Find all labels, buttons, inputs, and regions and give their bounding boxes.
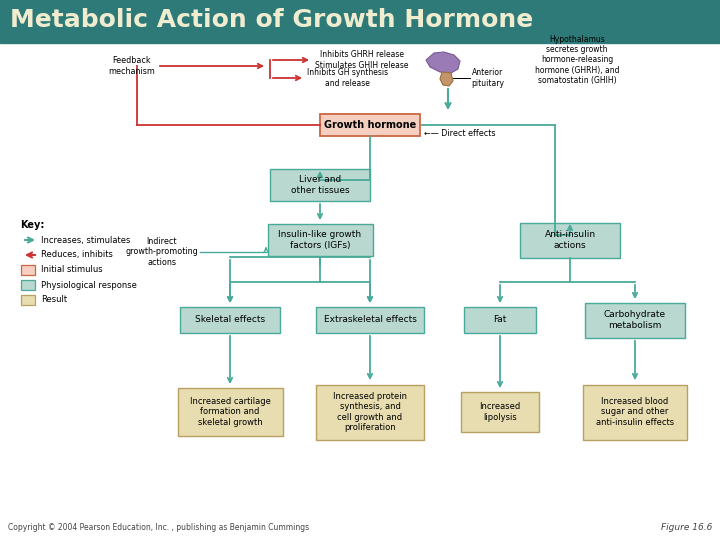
Text: Anterior
pituitary: Anterior pituitary xyxy=(471,68,504,87)
Text: Skeletal effects: Skeletal effects xyxy=(195,315,265,325)
Bar xyxy=(270,169,370,201)
Text: Figure 16.6: Figure 16.6 xyxy=(661,523,712,532)
Bar xyxy=(316,384,424,440)
Text: Increased cartilage
formation and
skeletal growth: Increased cartilage formation and skelet… xyxy=(189,397,271,427)
Text: ←— Direct effects: ←— Direct effects xyxy=(424,129,495,138)
Bar xyxy=(21,295,35,305)
Text: Key:: Key: xyxy=(20,220,45,230)
Text: Carbohydrate
metabolism: Carbohydrate metabolism xyxy=(604,310,666,330)
Bar xyxy=(520,222,620,258)
Bar xyxy=(585,302,685,338)
Bar xyxy=(0,0,720,43)
Bar xyxy=(180,307,280,333)
Text: Indirect
growth-promoting
actions: Indirect growth-promoting actions xyxy=(125,237,198,267)
Text: Inhibits GHRH release
Stimulates GHIH release: Inhibits GHRH release Stimulates GHIH re… xyxy=(315,50,408,70)
Text: Result: Result xyxy=(41,295,67,305)
Text: Metabolic Action of Growth Hormone: Metabolic Action of Growth Hormone xyxy=(10,8,534,32)
Bar xyxy=(268,224,372,256)
Text: Reduces, inhibits: Reduces, inhibits xyxy=(41,251,113,260)
Text: Anti-insulin
actions: Anti-insulin actions xyxy=(544,230,595,249)
Text: Increased blood
sugar and other
anti-insulin effects: Increased blood sugar and other anti-ins… xyxy=(596,397,674,427)
Text: Increased
lipolysis: Increased lipolysis xyxy=(480,402,521,422)
Polygon shape xyxy=(426,52,460,73)
Text: Hypothalamus
secretes growth
hormone-releasing
hormone (GHRH), and
somatostatin : Hypothalamus secretes growth hormone-rel… xyxy=(535,35,619,85)
Text: Initial stimulus: Initial stimulus xyxy=(41,266,103,274)
Text: Feedback
mechanism: Feedback mechanism xyxy=(108,56,155,76)
Text: Extraskeletal effects: Extraskeletal effects xyxy=(323,315,416,325)
Text: Inhibits GH synthesis
and release: Inhibits GH synthesis and release xyxy=(307,68,388,87)
Text: Increased protein
synthesis, and
cell growth and
proliferation: Increased protein synthesis, and cell gr… xyxy=(333,392,407,432)
Bar xyxy=(316,307,424,333)
Text: Growth hormone: Growth hormone xyxy=(324,120,416,130)
Text: Increases, stimulates: Increases, stimulates xyxy=(41,235,130,245)
Text: Liver and
other tissues: Liver and other tissues xyxy=(291,176,349,195)
Text: Insulin-like growth
factors (IGFs): Insulin-like growth factors (IGFs) xyxy=(279,230,361,249)
Text: Fat: Fat xyxy=(493,315,507,325)
Bar xyxy=(461,392,539,432)
Bar xyxy=(464,307,536,333)
Bar xyxy=(178,388,282,436)
Polygon shape xyxy=(440,72,453,86)
Text: Physiological response: Physiological response xyxy=(41,280,137,289)
Text: Copyright © 2004 Pearson Education, Inc. , publishing as Benjamin Cummings: Copyright © 2004 Pearson Education, Inc.… xyxy=(8,523,309,532)
Bar xyxy=(320,114,420,136)
Bar xyxy=(21,280,35,290)
Bar xyxy=(21,265,35,275)
Bar xyxy=(583,384,687,440)
